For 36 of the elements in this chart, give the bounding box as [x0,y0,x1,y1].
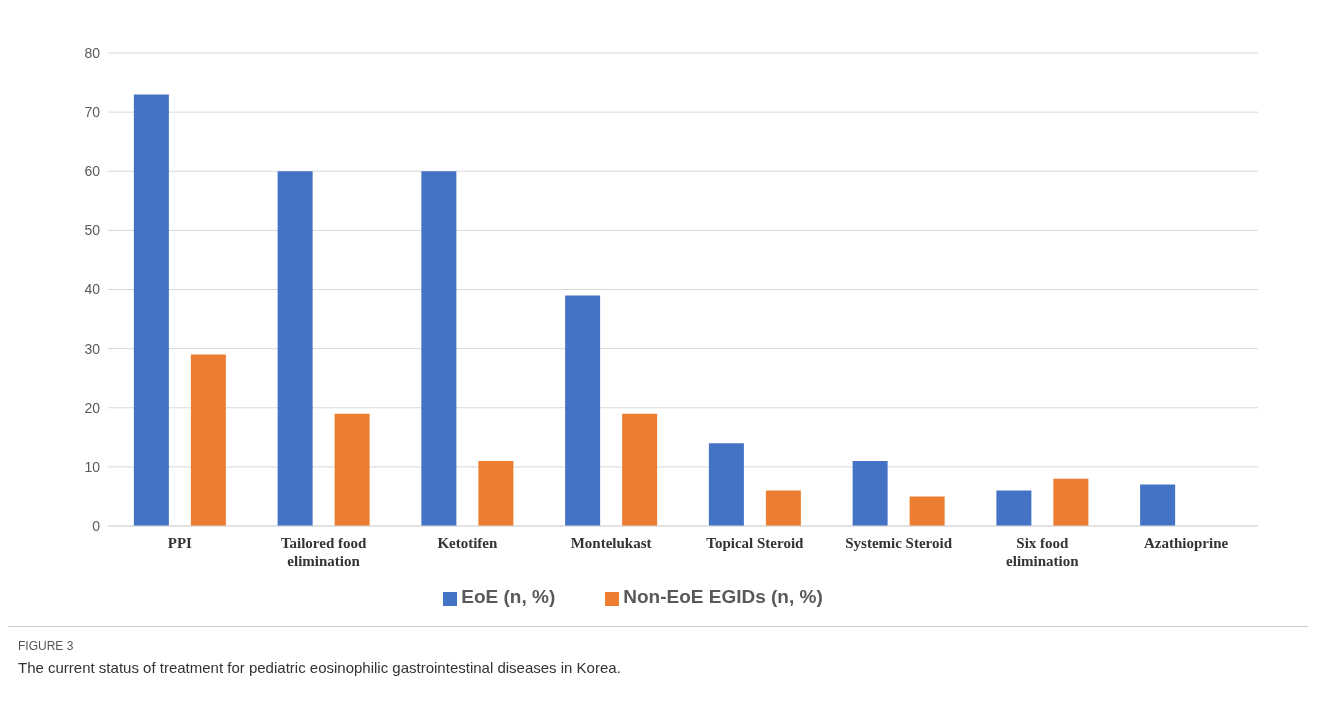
bar [1053,478,1089,526]
x-tick-label: Montelukast [570,535,652,551]
y-tick-label: 20 [84,399,101,416]
bar [909,496,945,526]
bar [478,460,514,526]
text: The current status of treatment for pediatric eosinophilic gastrointestinal diseases in Korea. [18,659,622,676]
x-tick-label: Tailored food elimination [280,535,367,569]
bar [1140,484,1176,526]
x-tick-label: Six food elimination [1006,535,1080,569]
y-tick-label: 80 [84,44,101,61]
bar [133,94,169,526]
x-tick-label: Systemic Steroid [845,535,953,551]
bar [421,171,457,526]
x-tick-label: Ketotifen [437,535,499,551]
bar [852,460,888,526]
y-tick-label: 40 [84,281,101,298]
bar [190,354,226,526]
y-tick-label: 50 [84,222,101,239]
caption: FIGURE 3 [18,639,75,653]
x-tick-label: PPI [167,535,193,551]
bar [708,443,744,526]
y-tick-label: 10 [84,458,101,475]
y-tick-label: 70 [84,104,101,121]
x-tick-label: Azathioprine [1144,535,1229,551]
bar [277,171,313,526]
bar [334,413,370,526]
bar [765,490,801,526]
y-tick-label: 30 [84,340,101,357]
bar [996,490,1032,526]
bar [565,295,601,526]
legend-label: Non-EoE EGIDs (n, %) [623,586,823,607]
legend-label: EoE (n, %) [461,586,556,607]
y-tick-label: 0 [92,517,101,534]
bar [622,413,658,526]
y-tick-label: 60 [84,163,101,180]
x-tick-label: Topical Steroid [706,535,805,551]
